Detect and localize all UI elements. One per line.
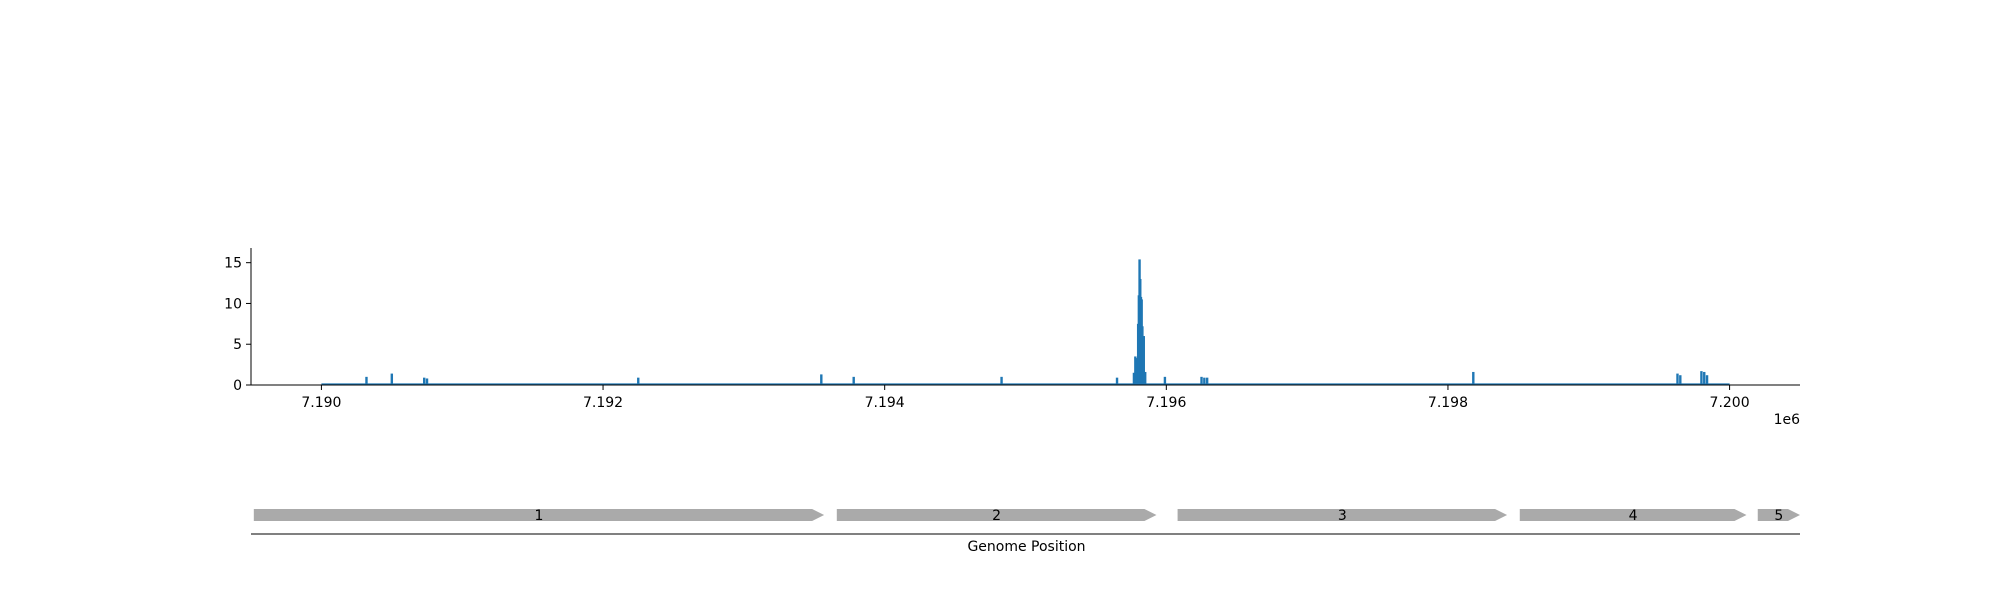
gene-feature-label: 4 [1629, 508, 1638, 524]
coverage-bar [1163, 376, 1167, 385]
gene-feature-label: 2 [992, 508, 1001, 524]
coverage-bar [425, 378, 429, 385]
x-tick-label: 7.198 [1428, 395, 1468, 411]
gene-feature-arrow [1757, 509, 1800, 521]
x-tick-label: 7.200 [1710, 395, 1750, 411]
gene-feature-arrow [836, 509, 1157, 521]
gene-features: 1 2 3 4 5 [253, 508, 1800, 524]
x-tick-label: 7.192 [583, 395, 623, 411]
gene-feature-arrow [1519, 509, 1747, 521]
coverage-bar [1142, 336, 1145, 385]
coverage-bar [1115, 377, 1119, 385]
gene-feature-arrow [1177, 509, 1508, 521]
coverage-plot: 7.190 7.192 7.194 7.196 7.198 7.200 0 5 10 15 1e… [224, 248, 1800, 428]
coverage-bar [820, 374, 823, 385]
gene-track: 1 2 3 4 5 Genome Position [251, 508, 1800, 555]
y-tick-label: 5 [233, 337, 242, 353]
coverage-bar [390, 373, 394, 385]
y-axis-ticks: 0 5 10 15 [224, 256, 251, 394]
gene-feature-arrow [253, 509, 825, 521]
coverage-bar [1135, 358, 1138, 385]
x-tick-label: 7.190 [301, 395, 341, 411]
coverage-bar [1134, 356, 1137, 385]
coverage-bar [1703, 371, 1706, 385]
x-axis-ticks: 7.190 7.192 7.194 7.196 7.198 7.200 [301, 385, 1750, 411]
coverage-bar [365, 376, 368, 385]
coverage-bar [852, 376, 855, 385]
coverage-bar [1000, 376, 1003, 385]
gene-feature-label: 5 [1774, 508, 1783, 524]
coverage-bar [637, 377, 640, 385]
x-tick-label: 7.196 [1146, 395, 1186, 411]
coverage-bar [1676, 373, 1679, 385]
coverage-bar [423, 377, 426, 385]
coverage-bar [1200, 376, 1203, 385]
gene-feature-label: 3 [1338, 508, 1347, 524]
coverage-bar [1205, 377, 1209, 385]
y-tick-label: 10 [224, 296, 242, 312]
coverage-bar [1132, 372, 1136, 385]
coverage-bar [1679, 375, 1682, 385]
coverage-bars [365, 259, 1709, 385]
y-tick-label: 15 [224, 256, 242, 272]
x-axis-offset-label: 1e6 [1774, 412, 1801, 428]
coverage-bar [1700, 371, 1703, 385]
gene-feature-label: 1 [535, 508, 544, 524]
x-tick-label: 7.194 [865, 395, 905, 411]
y-tick-label: 0 [233, 378, 242, 394]
coverage-bar [1472, 371, 1475, 385]
gene-track-xlabel: Genome Position [967, 539, 1085, 555]
coverage-bar [1203, 377, 1206, 385]
coverage-bar [1705, 375, 1709, 385]
coverage-bar [1143, 371, 1147, 385]
